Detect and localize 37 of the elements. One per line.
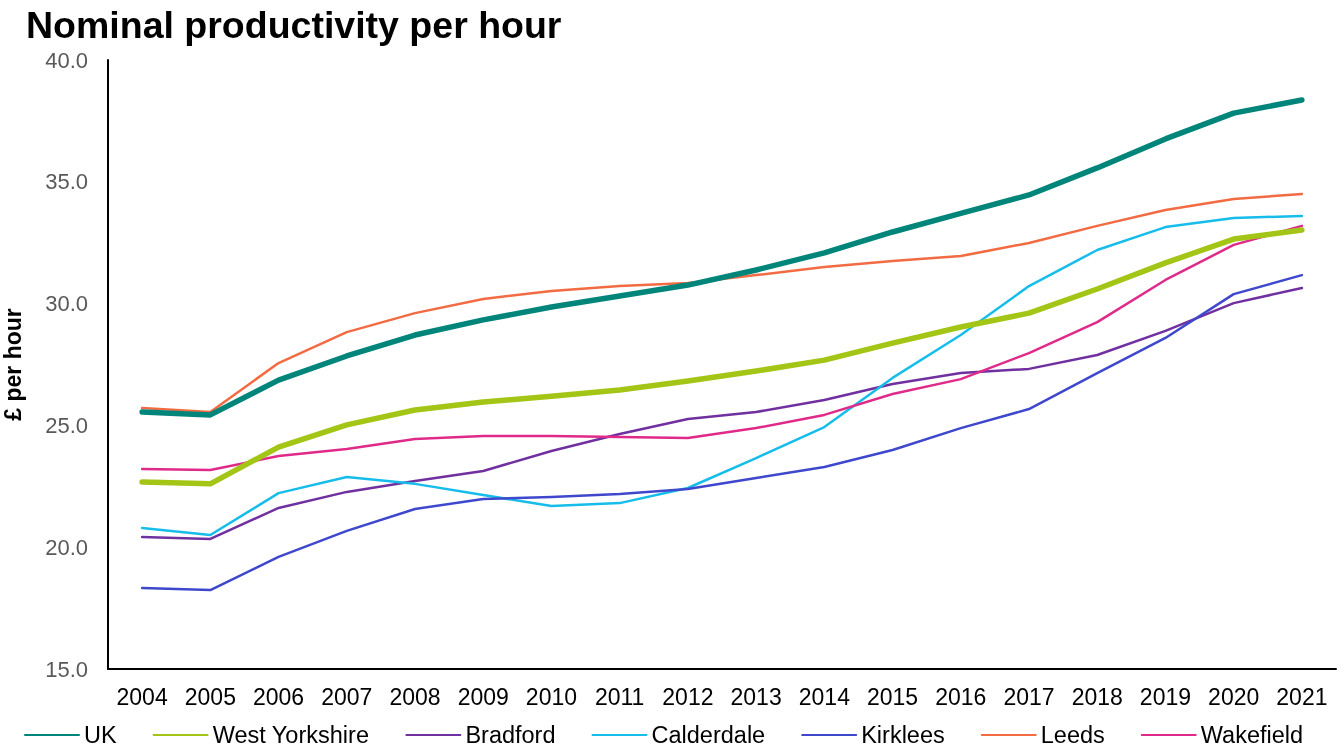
y-tick-label: 15.0 xyxy=(45,656,88,682)
line-series xyxy=(140,192,1304,414)
legend-label: UK xyxy=(84,722,117,747)
x-tick-label: 2007 xyxy=(321,683,373,710)
x-tick-label: 2020 xyxy=(1208,683,1260,710)
line-series xyxy=(140,286,1304,541)
line-series xyxy=(140,214,1304,537)
y-tick-label: 35.0 xyxy=(45,169,88,195)
legend-label: Kirklees xyxy=(861,722,945,747)
x-tick-label: 2016 xyxy=(935,683,987,710)
y-tick-label: 20.0 xyxy=(45,534,88,560)
chart-title: Nominal productivity per hour xyxy=(26,4,562,46)
x-tick-label: 2021 xyxy=(1276,683,1328,710)
x-tick-label: 2013 xyxy=(730,683,782,710)
x-tick-label: 2008 xyxy=(389,683,441,710)
x-tick-label: 2011 xyxy=(594,683,645,710)
x-tick-label: 2015 xyxy=(866,683,919,710)
legend-label: West Yorkshire xyxy=(212,722,369,747)
legend-label: Calderdale xyxy=(651,722,766,747)
y-tick-label: 40.0 xyxy=(45,47,88,73)
y-axis-title: £ per hour xyxy=(0,308,26,421)
line-series xyxy=(140,273,1304,592)
legend-label: Bradford xyxy=(465,722,556,747)
x-tick-label: 2004 xyxy=(116,683,168,710)
x-tick-label: 2005 xyxy=(184,683,236,710)
x-tick-label: 2017 xyxy=(1003,683,1055,710)
x-tick-label: 2012 xyxy=(662,683,714,710)
legend-label: Wakefield xyxy=(1200,722,1304,747)
x-tick-label: 2014 xyxy=(798,683,851,710)
legend-label: Leeds xyxy=(1040,722,1105,747)
x-tick-label: 2010 xyxy=(525,683,578,710)
x-tick-label: 2018 xyxy=(1071,683,1123,710)
x-tick-label: 2009 xyxy=(457,683,509,710)
y-tick-label: 30.0 xyxy=(45,291,88,317)
x-tick-label: 2006 xyxy=(252,683,305,710)
y-tick-label: 25.0 xyxy=(45,412,88,438)
x-tick-label: 2019 xyxy=(1139,683,1192,710)
